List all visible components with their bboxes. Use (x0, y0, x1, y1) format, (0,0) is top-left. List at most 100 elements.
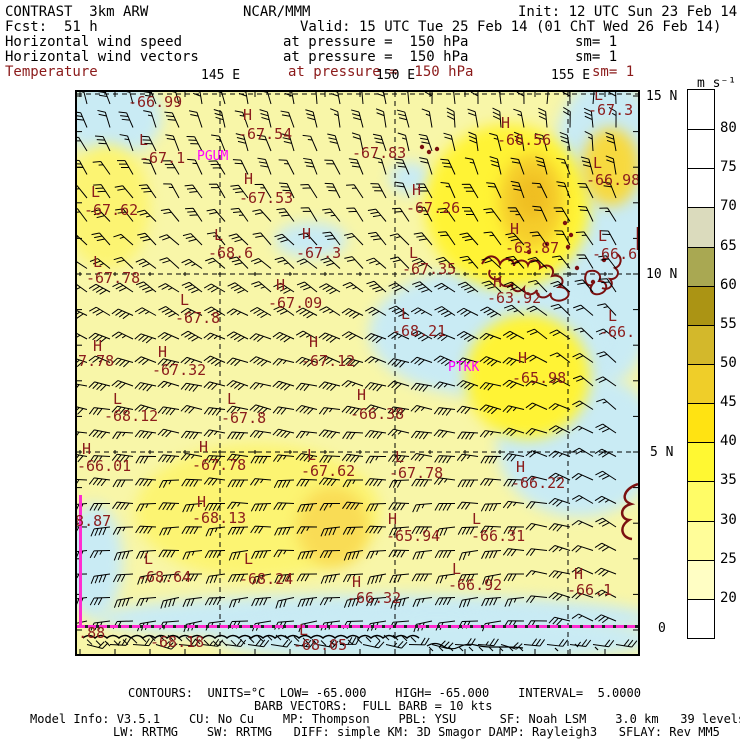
x-axis-tick-label: 145 E (201, 68, 241, 83)
low-marker: L (395, 448, 405, 466)
temperature-label: -68.24 (239, 570, 294, 588)
low-marker: L (214, 226, 224, 244)
low-marker: L (180, 291, 190, 309)
temperature-label: -67.8 (175, 309, 221, 327)
domain-boundary-equator (77, 625, 638, 628)
colorbar-tick-label: 35 (720, 472, 737, 489)
field-2-label: Horizontal wind vectors (5, 49, 199, 65)
temperature-label: -65.98 (512, 369, 567, 387)
temperature-label: -68.64 (137, 568, 192, 586)
init-time: Init: 12 UTC Sun 23 Feb 14 (518, 4, 738, 20)
center-name: NCAR/MMM (243, 4, 311, 20)
colorbar-tick-label: 20 (720, 589, 737, 606)
low-marker: L (139, 131, 149, 149)
colorbar-segment (688, 168, 714, 208)
high-marker: H (352, 573, 362, 591)
colorbar (687, 89, 715, 639)
y-axis-tick-label: 10 N (646, 267, 678, 282)
domain-boundary-west (79, 495, 82, 627)
temperature-label: -67.54 (238, 125, 293, 143)
y-axis-tick-label: 15 N (646, 89, 678, 104)
high-marker: H (357, 386, 367, 404)
temperature-label: -67.78 (192, 456, 247, 474)
high-marker: H (574, 565, 584, 583)
colorbar-segment (688, 481, 714, 521)
high-marker: H (197, 493, 207, 511)
low-marker: L (227, 390, 237, 408)
temperature-label: -67.78 (77, 352, 115, 370)
temperature-label: -66.6 (592, 245, 638, 263)
temperature-label: -67.12 (301, 352, 356, 370)
temperature-label: -68.21 (392, 322, 447, 340)
high-marker: H (412, 181, 422, 199)
field-1-smoothing: sm= 1 (575, 34, 618, 50)
map-vector-layer (77, 92, 638, 654)
valid-time: Valid: 15 UTC Tue 25 Feb 14 (01 ChT Wed … (300, 19, 722, 35)
low-marker: L (113, 390, 123, 408)
high-marker: H (501, 114, 511, 132)
colorbar-segment (688, 520, 714, 560)
colorbar-tick-label: 45 (720, 394, 737, 411)
temperature-label: -67.3 (588, 101, 634, 119)
low-marker: L (608, 307, 618, 325)
high-marker: H (244, 170, 254, 188)
temperature-label: -66.92 (448, 576, 503, 594)
low-marker: L (472, 510, 482, 528)
low-marker: L (307, 446, 317, 464)
temperature-label: -67.32 (152, 361, 207, 379)
temperature-label: -67.1 (140, 149, 186, 167)
temperature-label: -68.87 (75, 512, 112, 530)
colorbar-tick-label: 40 (720, 433, 737, 450)
temperature-label: -66.22 (511, 474, 566, 492)
temperature-label: -65.94 (386, 527, 441, 545)
x-axis-tick-label: 150 E (376, 68, 416, 83)
colorbar-tick-label: 65 (720, 237, 737, 254)
temperature-label: -63.87 (505, 239, 560, 257)
temperature-label: -66.32 (347, 589, 402, 607)
temperature-label: -66.99 (128, 93, 183, 111)
low-marker: L (91, 183, 101, 201)
wind-speed-shading-region (389, 162, 431, 194)
temperature-label: -67.8 (221, 409, 267, 427)
colorbar-tick-label: 75 (720, 159, 737, 176)
colorbar-tick-label: 80 (720, 120, 737, 137)
colorbar-tick-label: 50 (720, 355, 737, 371)
field-3-smoothing: sm= 1 (592, 64, 635, 80)
temperature-label: -66.01 (77, 457, 132, 475)
temperature-label: -67.3 (296, 244, 342, 262)
low-marker: L (594, 90, 604, 104)
colorbar-tick-label: 30 (720, 511, 737, 528)
colorbar-segment (688, 129, 714, 169)
field-1-label: Horizontal wind speed (5, 34, 183, 50)
colorbar-segment (688, 559, 714, 599)
y-axis-tick-label: 0 (658, 621, 666, 636)
temperature-label: -68.05 (293, 636, 348, 654)
temperature-label: -66.56 (497, 131, 552, 149)
temperature-label: -67.78 (86, 269, 141, 287)
colorbar-tick-label: 25 (720, 550, 737, 567)
high-marker: H (493, 273, 503, 291)
temperature-label: -66.31 (471, 527, 526, 545)
forecast-hour: Fcst: 51 h (5, 19, 98, 35)
temperature-label: -68.88 (77, 624, 106, 642)
temperature-label: -66.1 (567, 581, 613, 599)
temperature-label: -68.6 (208, 244, 254, 262)
wind-speed-shading-region (515, 174, 549, 219)
high-marker: H (309, 333, 319, 351)
contour-info-line: CONTOURS: UNITS=°C LOW= -65.000 HIGH= -6… (128, 686, 641, 700)
low-marker: L (401, 305, 411, 323)
low-marker: L (244, 550, 254, 568)
temperature-label: -63.92 (487, 289, 542, 307)
low-marker: L (93, 253, 103, 271)
low-marker: L (144, 550, 154, 568)
colorbar-segment (688, 403, 714, 443)
station-id-pgum: PGUM (197, 149, 229, 164)
colorbar-segment (688, 207, 714, 247)
temperature-label: -66.38 (350, 405, 405, 423)
temperature-label: -68.18 (150, 633, 205, 651)
temperature-label: -67.83 (352, 144, 407, 162)
high-marker: H (93, 337, 103, 355)
colorbar-segment (688, 285, 714, 325)
y-axis-tick-label: 5 N (650, 445, 674, 460)
temperature-label: -68.13 (192, 509, 247, 527)
